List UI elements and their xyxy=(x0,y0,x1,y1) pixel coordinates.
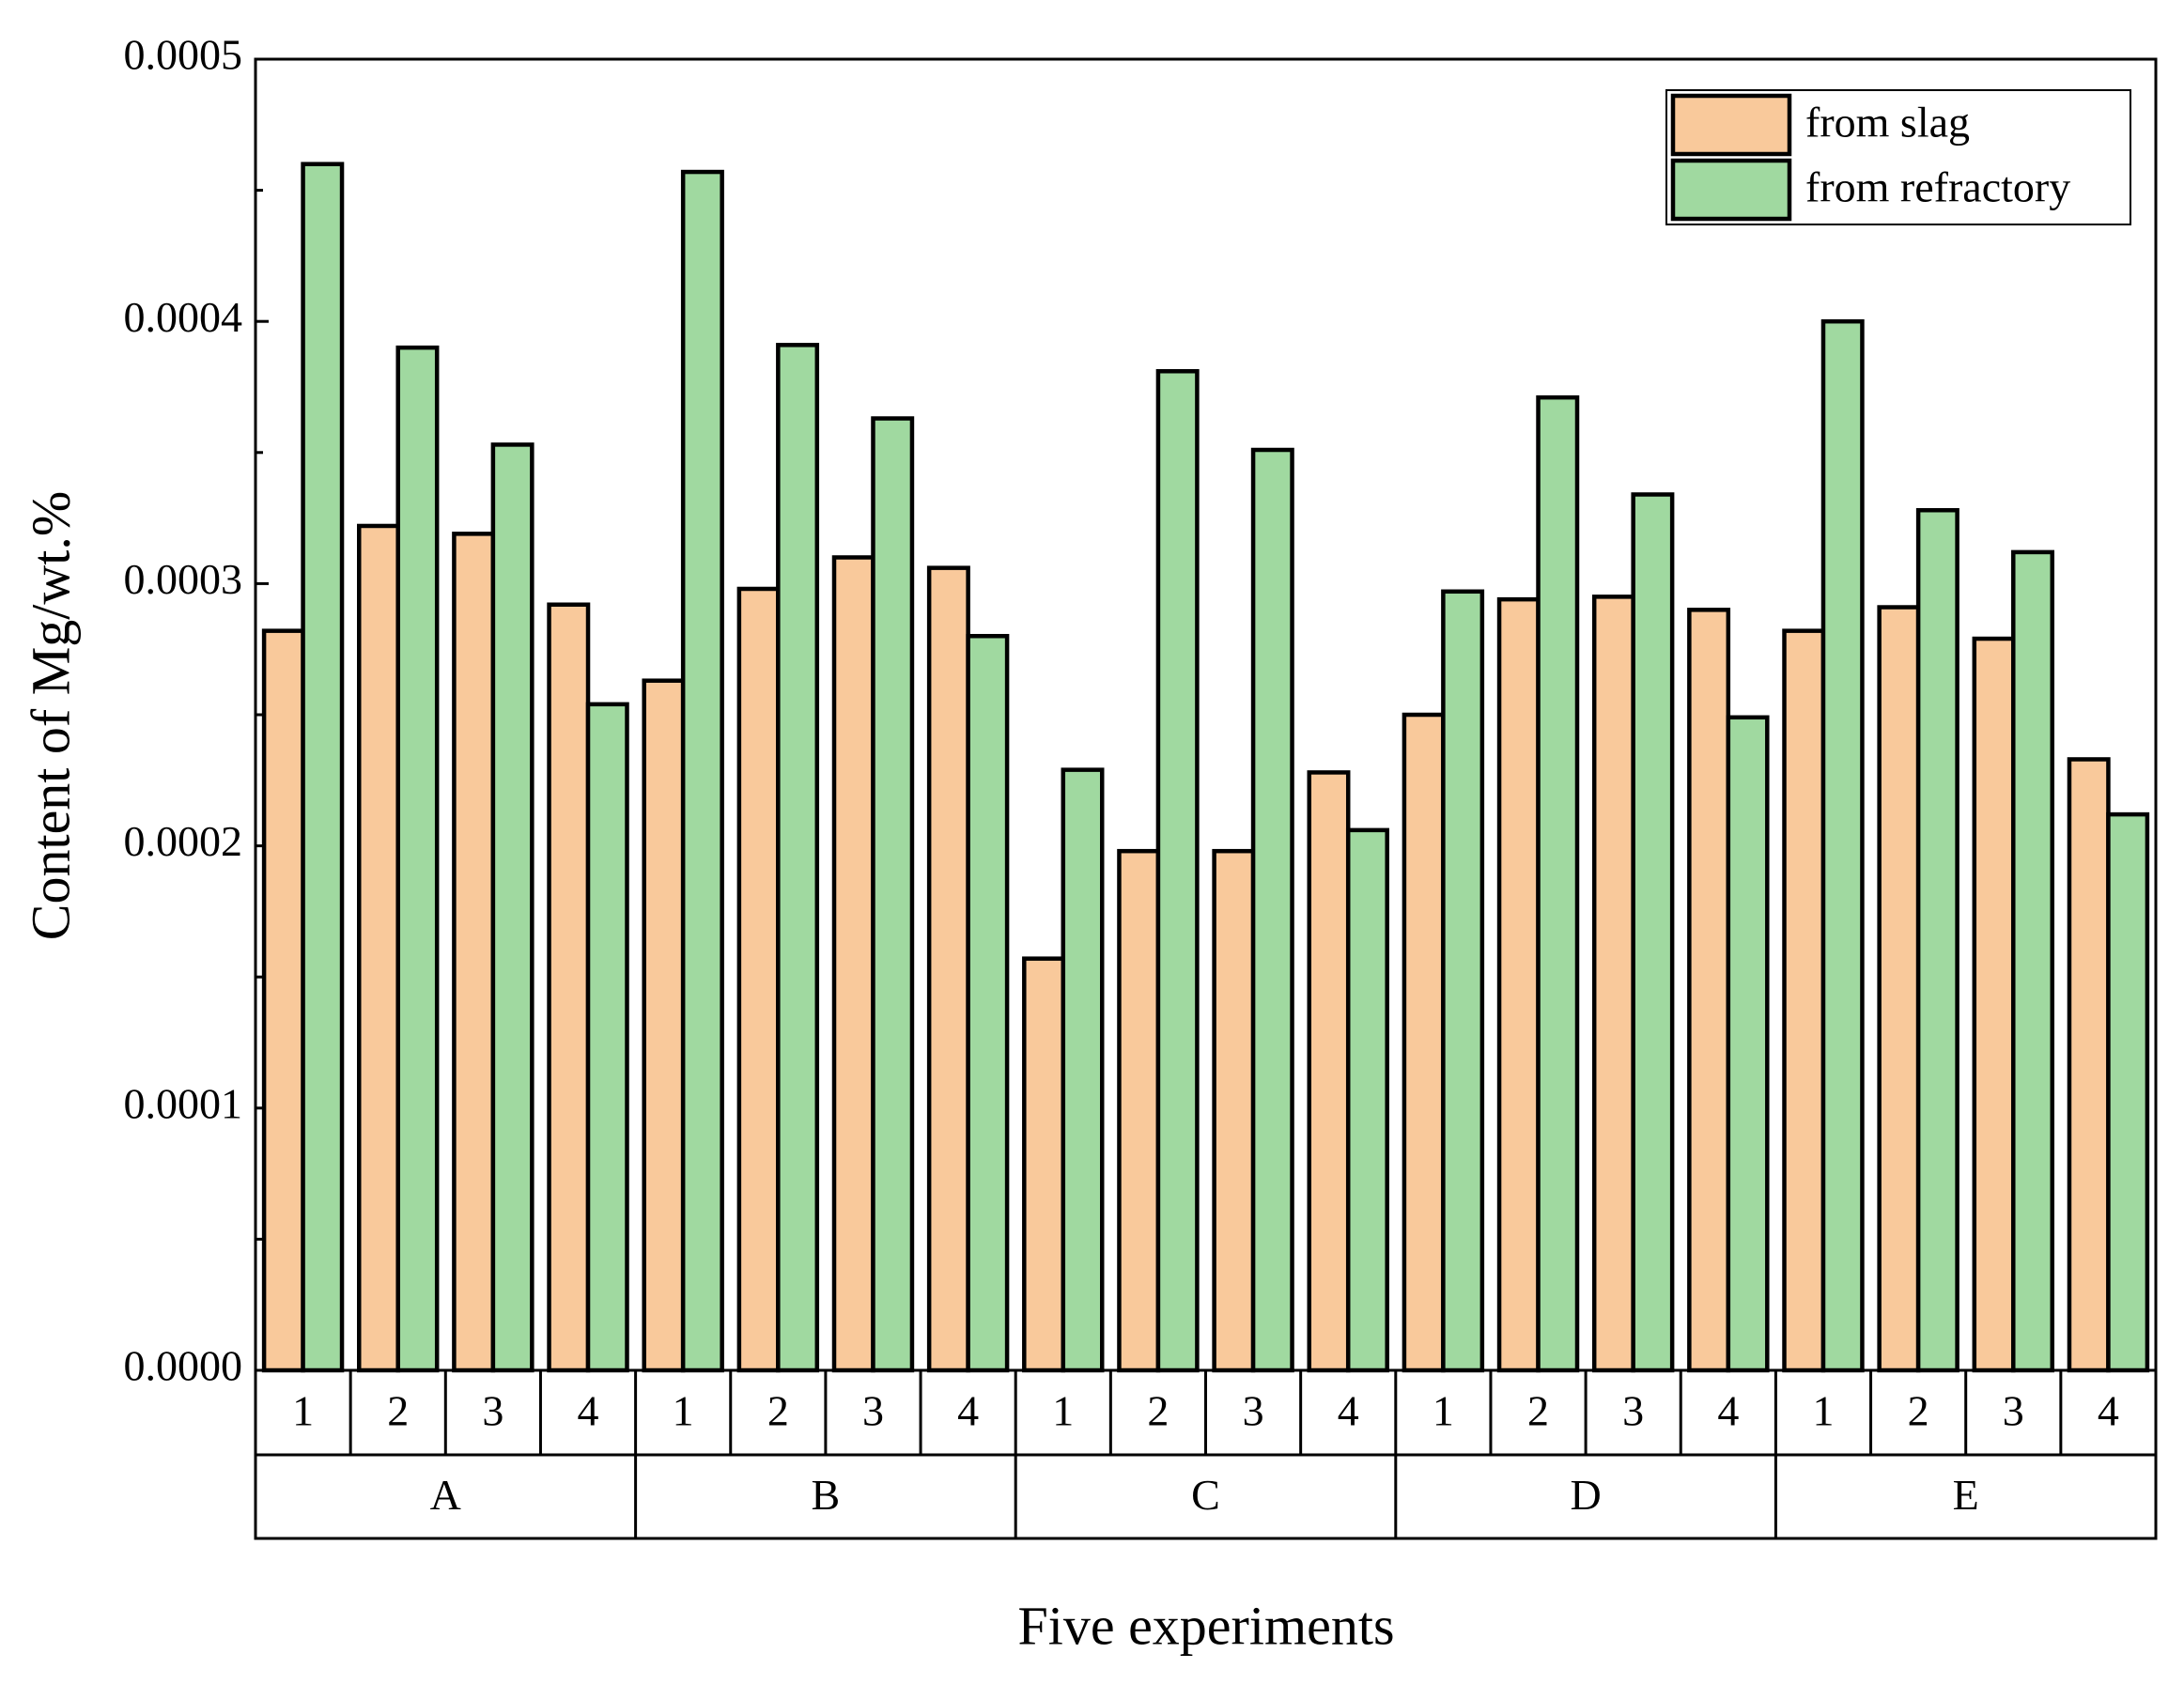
y-tick-label: 0.0000 xyxy=(124,1342,243,1390)
x-tick-label: 4 xyxy=(578,1387,599,1435)
bar xyxy=(1536,394,1580,1373)
y-tick-label: 0.0001 xyxy=(124,1079,243,1127)
bar xyxy=(1117,848,1161,1373)
bar xyxy=(966,633,1010,1373)
x-tick-label: 3 xyxy=(1243,1387,1264,1435)
bar xyxy=(1061,767,1105,1373)
bar xyxy=(452,532,496,1373)
bar xyxy=(1496,596,1541,1373)
bar xyxy=(871,416,915,1373)
bar xyxy=(1877,605,1921,1373)
x-tick-label: 2 xyxy=(767,1387,789,1435)
y-tick-label: 0.0002 xyxy=(124,817,243,865)
bar xyxy=(1307,770,1351,1373)
x-tick-label: 1 xyxy=(292,1387,314,1435)
x-tick-label: 1 xyxy=(1052,1387,1074,1435)
bar xyxy=(642,678,686,1373)
x-tick-label: 2 xyxy=(1527,1387,1549,1435)
x-tick-label: 4 xyxy=(1338,1387,1359,1435)
plot-frame xyxy=(254,57,2158,1372)
x-tick-label: 2 xyxy=(1908,1387,1929,1435)
bar xyxy=(776,343,820,1373)
group-label: A xyxy=(430,1471,461,1519)
bar xyxy=(357,523,400,1373)
x-tick-label: 3 xyxy=(1622,1387,1644,1435)
bar xyxy=(1441,589,1485,1373)
y-tick-label: 0.0005 xyxy=(124,31,243,79)
bar xyxy=(1631,492,1675,1373)
legend-swatch xyxy=(1670,158,1792,222)
bar xyxy=(1726,715,1770,1373)
bar xyxy=(1820,318,1865,1373)
bar xyxy=(1972,636,2016,1373)
x-tick-label: 2 xyxy=(387,1387,409,1435)
bar xyxy=(926,565,970,1373)
legend-swatch xyxy=(1670,93,1792,157)
bar xyxy=(831,555,875,1373)
y-tick-label: 0.0003 xyxy=(124,555,243,603)
group-label: B xyxy=(812,1471,841,1519)
x-tick-label: 4 xyxy=(957,1387,979,1435)
legend-label: from refractory xyxy=(1805,163,2070,211)
bar xyxy=(2067,757,2111,1373)
legend-label: from slag xyxy=(1805,99,1970,147)
bar xyxy=(1022,956,1066,1373)
x-tick-label: 3 xyxy=(2003,1387,2024,1435)
y-tick-label: 0.0004 xyxy=(124,293,243,341)
x-tick-label: 3 xyxy=(482,1387,503,1435)
bar xyxy=(1782,628,1826,1373)
x-tick-label: 3 xyxy=(862,1387,884,1435)
bar xyxy=(301,162,345,1373)
bar xyxy=(395,345,440,1373)
bar xyxy=(1212,848,1256,1373)
group-label: C xyxy=(1191,1471,1220,1519)
x-tick-label: 4 xyxy=(1717,1387,1739,1435)
bar xyxy=(680,169,724,1373)
bar xyxy=(1155,368,1200,1373)
bar xyxy=(1591,595,1635,1373)
group-label: D xyxy=(1570,1471,1601,1519)
x-tick-label: 1 xyxy=(1812,1387,1834,1435)
bar xyxy=(261,628,305,1373)
x-tick-label: 2 xyxy=(1147,1387,1169,1435)
x-tick-label: 4 xyxy=(2098,1387,2119,1435)
bar xyxy=(2011,549,2054,1373)
bar xyxy=(1345,827,1389,1373)
y-axis-label: Content of Mg/wt.% xyxy=(20,491,81,940)
bar xyxy=(585,702,629,1373)
bar xyxy=(490,442,534,1373)
bar xyxy=(736,586,781,1373)
x-tick-label: 1 xyxy=(1433,1387,1454,1435)
x-axis-label: Five experiments xyxy=(1017,1595,1394,1656)
bar xyxy=(1402,712,1446,1373)
bar xyxy=(547,602,591,1373)
bar xyxy=(1915,507,1959,1373)
group-label: E xyxy=(1953,1471,1979,1519)
bar xyxy=(2106,811,2150,1373)
bar xyxy=(1687,608,1731,1373)
x-tick-label: 1 xyxy=(673,1387,694,1435)
bar xyxy=(1250,447,1294,1373)
